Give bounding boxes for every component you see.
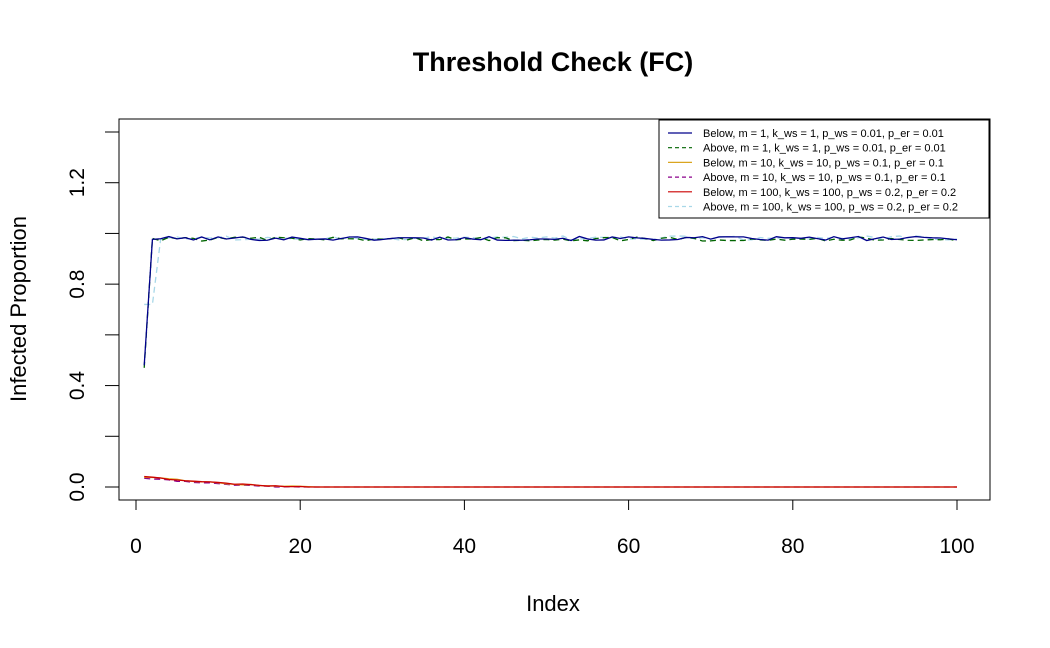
x-tick-label: 0	[130, 535, 142, 558]
legend-entry: Below, m = 1, k_ws = 1, p_ws = 0.01, p_e…	[703, 128, 944, 140]
legend-entry: Above, m = 10, k_ws = 10, p_ws = 0.1, p_…	[703, 172, 946, 184]
y-tick-label: 0.0	[66, 472, 89, 501]
legend-entry: Below, m = 10, k_ws = 10, p_ws = 0.1, p_…	[703, 157, 944, 169]
plot-area	[143, 235, 958, 488]
x-tick-label: 80	[781, 535, 804, 558]
x-tick-label: 20	[289, 535, 312, 558]
y-tick-label: 0.4	[66, 371, 89, 401]
x-tick-label: 40	[453, 535, 476, 558]
y-axis: 0.0 0.4 0.8 1.2	[66, 131, 120, 502]
x-axis: 0 20 40 60 80 100	[130, 499, 975, 558]
legend-entry: Below, m = 100, k_ws = 100, p_ws = 0.2, …	[703, 187, 956, 199]
x-axis-label: Index	[526, 591, 580, 616]
series-line-3	[144, 477, 957, 488]
series-line-4	[144, 475, 957, 488]
series-line-0	[143, 235, 958, 366]
legend-box	[658, 119, 990, 219]
chart-title: Threshold Check (FC)	[413, 47, 694, 77]
series-line-5	[144, 235, 958, 306]
y-tick-label: 0.8	[66, 270, 89, 299]
legend: Below, m = 1, k_ws = 1, p_ws = 0.01, p_e…	[658, 119, 990, 219]
y-axis-label: Infected Proportion	[6, 216, 31, 402]
x-tick-label: 60	[617, 535, 640, 558]
y-tick-label: 1.2	[66, 168, 89, 197]
legend-entry: Above, m = 100, k_ws = 100, p_ws = 0.2, …	[703, 202, 958, 214]
legend-entry: Above, m = 1, k_ws = 1, p_ws = 0.01, p_e…	[703, 143, 946, 155]
x-tick-label: 100	[939, 535, 974, 558]
